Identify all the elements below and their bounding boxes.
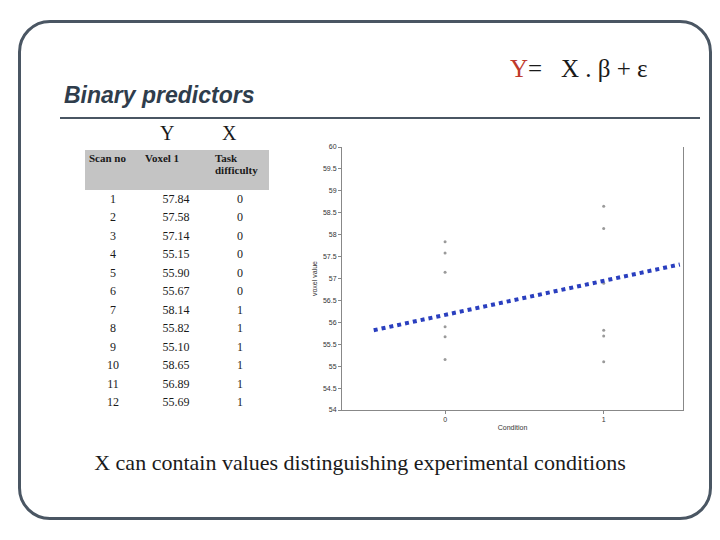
html-text:55.69: 55.69 — [162, 395, 190, 410]
html-text:0: 0 — [237, 284, 243, 299]
html-text:0: 0 — [237, 191, 243, 206]
html-text:1: 1 — [237, 302, 243, 317]
svg-text:voxel value: voxel value — [311, 261, 318, 296]
svg-text:58: 58 — [329, 231, 337, 238]
svg-text:55: 55 — [329, 363, 337, 370]
svg-text:60: 60 — [329, 143, 337, 150]
svg-text:59: 59 — [329, 187, 337, 194]
svg-text:55.5: 55.5 — [323, 341, 337, 348]
html-text:Y = X . β + ε: Y = X . β + ε — [510, 55, 648, 82]
html-text:7: 7 — [110, 302, 116, 317]
svg-text:58.5: 58.5 — [323, 209, 337, 216]
html-text:1: 1 — [237, 339, 243, 354]
html-text:1: 1 — [110, 191, 116, 206]
html-text:0: 0 — [237, 247, 243, 262]
html-text:0: 0 — [237, 228, 243, 243]
html-text:0: 0 — [237, 210, 243, 225]
html-text:55.10: 55.10 — [162, 339, 190, 354]
html-text:1: 1 — [237, 376, 243, 391]
svg-text:54: 54 — [329, 406, 337, 413]
svg-text:56: 56 — [329, 319, 337, 326]
html-text:55.82: 55.82 — [162, 321, 190, 336]
html-text:57.58: 57.58 — [162, 210, 190, 225]
html-text:4: 4 — [110, 247, 116, 262]
html-text:2: 2 — [110, 210, 116, 225]
html-text:9: 9 — [110, 339, 116, 354]
html-text:3: 3 — [110, 228, 116, 243]
html-text:6: 6 — [110, 284, 116, 299]
svg-text:54.5: 54.5 — [323, 385, 337, 392]
html-text:10: 10 — [107, 358, 119, 373]
svg-text:56.5: 56.5 — [323, 297, 337, 304]
svg-text:Condition: Condition — [498, 424, 528, 431]
html-text:11: 11 — [107, 376, 119, 391]
html-text:1: 1 — [237, 358, 243, 373]
html-text:5: 5 — [110, 265, 116, 280]
html-text:8: 8 — [110, 321, 116, 336]
html-text:0: 0 — [237, 265, 243, 280]
html-text:Voxel 1: Voxel 1 — [145, 152, 180, 164]
html-text:X can contain values distingui: X can contain values distinguishing expe… — [94, 450, 626, 475]
html-text:56.89: 56.89 — [162, 376, 190, 391]
html-text:55.67: 55.67 — [162, 284, 190, 299]
html-text:57.14: 57.14 — [162, 228, 190, 243]
html-text:57.84: 57.84 — [162, 191, 190, 206]
svg-text:57.5: 57.5 — [323, 253, 337, 260]
svg-text:57: 57 — [329, 275, 337, 282]
html-text:58.14: 58.14 — [162, 302, 190, 317]
html-text:Y: Y — [160, 122, 175, 144]
svg-text:0: 0 — [443, 416, 447, 423]
html-text:Binary predictors: Binary predictors — [64, 82, 255, 108]
html-text:55.90: 55.90 — [162, 265, 190, 280]
html-text:12: 12 — [107, 395, 119, 410]
html-text:58.65: 58.65 — [162, 358, 190, 373]
html-text:1: 1 — [237, 321, 243, 336]
svg-text:59.5: 59.5 — [323, 165, 337, 172]
html-text:X: X — [222, 122, 237, 144]
svg-text:1: 1 — [602, 416, 606, 423]
html-text:Scan no: Scan no — [89, 152, 126, 164]
html-text:55.15: 55.15 — [162, 247, 190, 262]
html-text:Task difficulty: Task difficulty — [215, 152, 258, 176]
html-text:1: 1 — [237, 395, 243, 410]
